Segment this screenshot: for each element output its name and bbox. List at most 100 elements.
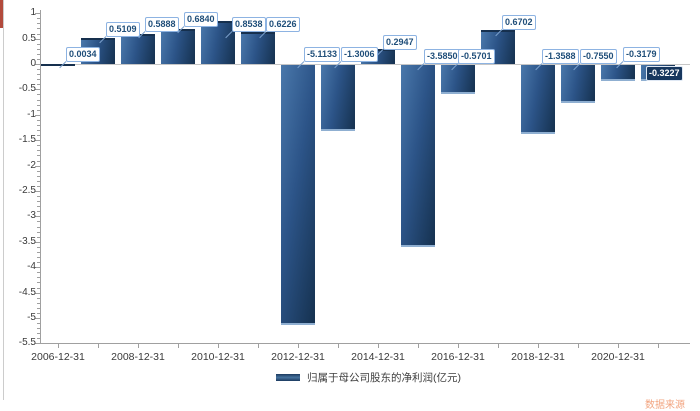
- y-axis-tick: [35, 166, 40, 167]
- y-axis-tick: [37, 120, 40, 121]
- bar[interactable]: [201, 21, 235, 64]
- y-axis-tick: [37, 74, 40, 75]
- y-axis-tick-label: -1: [27, 109, 36, 120]
- y-axis-tick: [37, 237, 40, 238]
- y-axis-tick: [37, 333, 40, 334]
- data-label: -1.3588: [542, 49, 579, 64]
- y-axis-tick: [37, 181, 40, 182]
- y-axis-tick-label: -0.5: [18, 83, 36, 94]
- x-axis-tick: [618, 344, 619, 348]
- window-edge-line: [3, 0, 4, 400]
- y-axis-tick: [35, 39, 40, 40]
- bar[interactable]: [321, 65, 355, 131]
- y-axis-tick: [37, 206, 40, 207]
- y-axis-tick-label: 1: [30, 7, 36, 18]
- y-axis-tick-label: -2.5: [18, 185, 36, 196]
- x-axis-tick-label: 2008-12-31: [111, 351, 165, 363]
- y-axis-tick: [37, 49, 40, 50]
- y-axis-tick: [35, 343, 40, 344]
- x-axis-tick: [418, 344, 419, 348]
- y-axis-tick: [37, 105, 40, 106]
- y-axis-tick: [37, 69, 40, 70]
- y-axis-tick: [37, 54, 40, 55]
- y-axis-tick: [37, 221, 40, 222]
- y-axis-tick: [37, 79, 40, 80]
- y-axis-tick: [37, 100, 40, 101]
- bar[interactable]: [241, 32, 275, 64]
- window-edge-accent: [0, 0, 3, 28]
- x-axis-tick-label: 2018-12-31: [511, 351, 565, 363]
- y-axis-tick: [37, 155, 40, 156]
- y-axis-tick: [35, 140, 40, 141]
- x-axis-tick: [378, 344, 379, 348]
- data-label: 0.2947: [383, 35, 417, 50]
- bar[interactable]: [41, 64, 75, 66]
- bar[interactable]: [121, 34, 155, 64]
- x-axis-tick: [338, 344, 339, 348]
- y-axis-tick: [37, 328, 40, 329]
- y-axis-tick-label: -5: [27, 312, 36, 323]
- bar[interactable]: [441, 65, 475, 94]
- x-axis-tick: [298, 344, 299, 348]
- bar[interactable]: [161, 29, 195, 64]
- y-axis-tick: [35, 216, 40, 217]
- y-axis-tick: [37, 28, 40, 29]
- data-label: 0.6226: [266, 17, 300, 32]
- y-axis-tick: [37, 252, 40, 253]
- data-label: 0.0034: [66, 47, 100, 62]
- bar[interactable]: [521, 65, 555, 134]
- y-axis-tick: [37, 227, 40, 228]
- y-axis-tick: [37, 196, 40, 197]
- y-axis-tick: [37, 34, 40, 35]
- y-axis-tick: [37, 298, 40, 299]
- bar[interactable]: [561, 65, 595, 103]
- data-label: 0.6702: [502, 15, 536, 30]
- x-axis-tick: [218, 344, 219, 348]
- y-axis-tick: [37, 110, 40, 111]
- data-label: -5.1133: [304, 47, 341, 62]
- y-axis-tick: [37, 323, 40, 324]
- bar[interactable]: [401, 65, 435, 247]
- y-axis-tick: [37, 282, 40, 283]
- y-axis-tick: [37, 125, 40, 126]
- y-axis-tick: [37, 257, 40, 258]
- y-axis-tick: [37, 247, 40, 248]
- y-axis-tick: [35, 191, 40, 192]
- y-axis-tick: [37, 150, 40, 151]
- x-axis-tick-label: 2010-12-31: [191, 351, 245, 363]
- y-axis-tick: [37, 94, 40, 95]
- x-axis-tick: [258, 344, 259, 348]
- y-axis-tick: [37, 303, 40, 304]
- data-label: -1.3006: [341, 47, 378, 62]
- data-label: -0.7550: [580, 49, 617, 64]
- legend[interactable]: 归属于母公司股东的净利润(亿元): [276, 370, 461, 385]
- y-axis-tick: [37, 59, 40, 60]
- bar[interactable]: [601, 65, 635, 81]
- x-axis-tick-label: 2006-12-31: [31, 351, 85, 363]
- y-axis-tick: [37, 232, 40, 233]
- y-axis-tick: [37, 211, 40, 212]
- legend-swatch-icon: [276, 374, 300, 381]
- x-axis-tick: [58, 344, 59, 348]
- y-axis-tick: [35, 64, 40, 65]
- y-axis-line: [40, 10, 41, 343]
- y-axis-tick: [37, 262, 40, 263]
- data-label: 0.5109: [106, 22, 140, 37]
- y-axis-tick-label: -4.5: [18, 287, 36, 298]
- bar[interactable]: [281, 65, 315, 325]
- x-axis-tick: [138, 344, 139, 348]
- x-axis-tick: [498, 344, 499, 348]
- y-axis-tick-label: -4: [27, 261, 36, 272]
- data-label: 0.5888: [145, 17, 179, 32]
- y-axis-tick: [37, 84, 40, 85]
- x-axis-line: [40, 343, 690, 344]
- y-axis-tick: [35, 267, 40, 268]
- legend-label: 归属于母公司股东的净利润(亿元): [307, 372, 461, 384]
- y-axis-tick: [37, 145, 40, 146]
- y-axis-tick-label: -3: [27, 210, 36, 221]
- y-axis-tick: [37, 308, 40, 309]
- y-axis-tick: [35, 89, 40, 90]
- y-axis-tick: [37, 161, 40, 162]
- y-axis-tick: [37, 23, 40, 24]
